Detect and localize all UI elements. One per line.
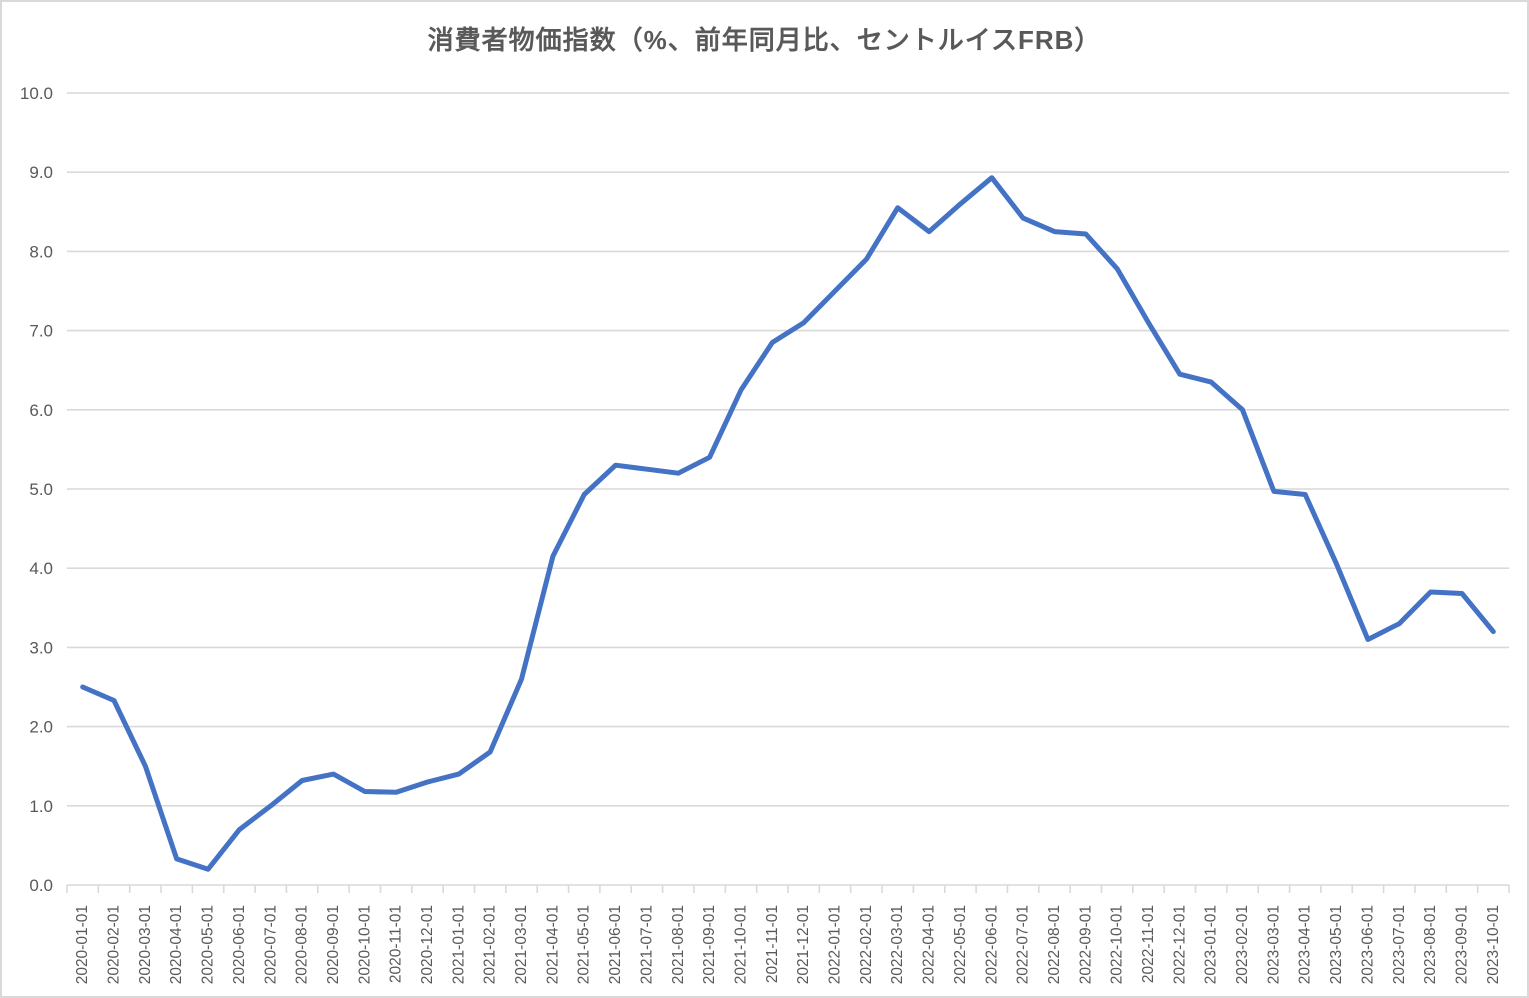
x-tick-label: 2021-07-01	[638, 905, 655, 984]
x-tick-label: 2022-01-01	[827, 905, 844, 984]
x-tick-label: 2021-04-01	[544, 905, 561, 984]
x-tick-label: 2021-11-01	[764, 905, 781, 983]
x-tick-label: 2020-07-01	[262, 905, 279, 984]
x-tick-label: 2021-01-01	[450, 905, 467, 984]
x-tick-label: 2022-05-01	[952, 905, 969, 984]
x-tick-label: 2020-05-01	[200, 905, 217, 984]
x-tick-label: 2022-08-01	[1046, 905, 1063, 984]
x-tick-label: 2021-06-01	[607, 905, 624, 984]
x-tick-label: 2020-06-01	[231, 905, 248, 984]
x-tick-label: 2022-12-01	[1171, 905, 1188, 984]
x-tick-label: 2022-02-01	[858, 905, 875, 984]
x-tick-label: 2020-08-01	[294, 905, 311, 984]
x-tick-label: 2023-09-01	[1453, 905, 1470, 984]
x-tick-label: 2020-04-01	[168, 905, 185, 984]
x-tick-label: 2022-07-01	[1015, 905, 1032, 984]
x-tick-label: 2020-03-01	[137, 905, 154, 984]
x-tick-label: 2021-02-01	[482, 905, 499, 984]
x-tick-label: 2022-03-01	[889, 905, 906, 984]
x-tick-label: 2023-02-01	[1234, 905, 1251, 984]
x-tick-label: 2022-06-01	[983, 905, 1000, 984]
y-tick-label: 4.0	[29, 559, 53, 578]
y-tick-label: 9.0	[29, 163, 53, 182]
x-tick-label: 2020-11-01	[388, 905, 405, 983]
x-tick-label: 2021-09-01	[701, 905, 718, 984]
x-tick-label: 2023-04-01	[1297, 905, 1314, 984]
x-tick-label: 2022-09-01	[1077, 905, 1094, 984]
x-tick-label: 2023-08-01	[1422, 905, 1439, 984]
x-tick-label: 2022-10-01	[1109, 905, 1126, 984]
y-tick-label: 0.0	[29, 876, 53, 895]
chart-title: 消費者物価指数（%、前年同月比、セントルイスFRB）	[427, 25, 1102, 55]
y-tick-label: 7.0	[29, 322, 53, 341]
y-tick-label: 1.0	[29, 797, 53, 816]
x-tick-label: 2020-10-01	[356, 905, 373, 984]
y-tick-label: 10.0	[20, 84, 53, 103]
x-tick-label: 2023-07-01	[1391, 905, 1408, 984]
x-tick-label: 2020-12-01	[419, 905, 436, 984]
x-tick-label: 2021-03-01	[513, 905, 530, 984]
x-tick-label: 2021-12-01	[795, 905, 812, 984]
x-tick-label: 2020-02-01	[106, 905, 123, 984]
x-tick-label: 2020-01-01	[74, 905, 91, 984]
x-tick-label: 2023-03-01	[1265, 905, 1282, 984]
x-tick-label: 2023-01-01	[1203, 905, 1220, 984]
y-tick-label: 6.0	[29, 401, 53, 420]
x-tick-label: 2022-04-01	[921, 905, 938, 984]
x-tick-label: 2021-10-01	[732, 905, 749, 984]
x-tick-label: 2023-05-01	[1328, 905, 1345, 984]
x-tick-label: 2022-11-01	[1140, 905, 1157, 983]
y-tick-label: 8.0	[29, 242, 53, 261]
y-tick-label: 5.0	[29, 480, 53, 499]
x-tick-label: 2023-10-01	[1485, 905, 1502, 984]
x-tick-label: 2020-09-01	[325, 905, 342, 984]
y-tick-label: 3.0	[29, 638, 53, 657]
x-tick-label: 2021-08-01	[670, 905, 687, 984]
x-tick-label: 2023-06-01	[1359, 905, 1376, 984]
x-tick-label: 2021-05-01	[576, 905, 593, 984]
y-tick-label: 2.0	[29, 718, 53, 737]
cpi-series-line	[80, 175, 1496, 872]
